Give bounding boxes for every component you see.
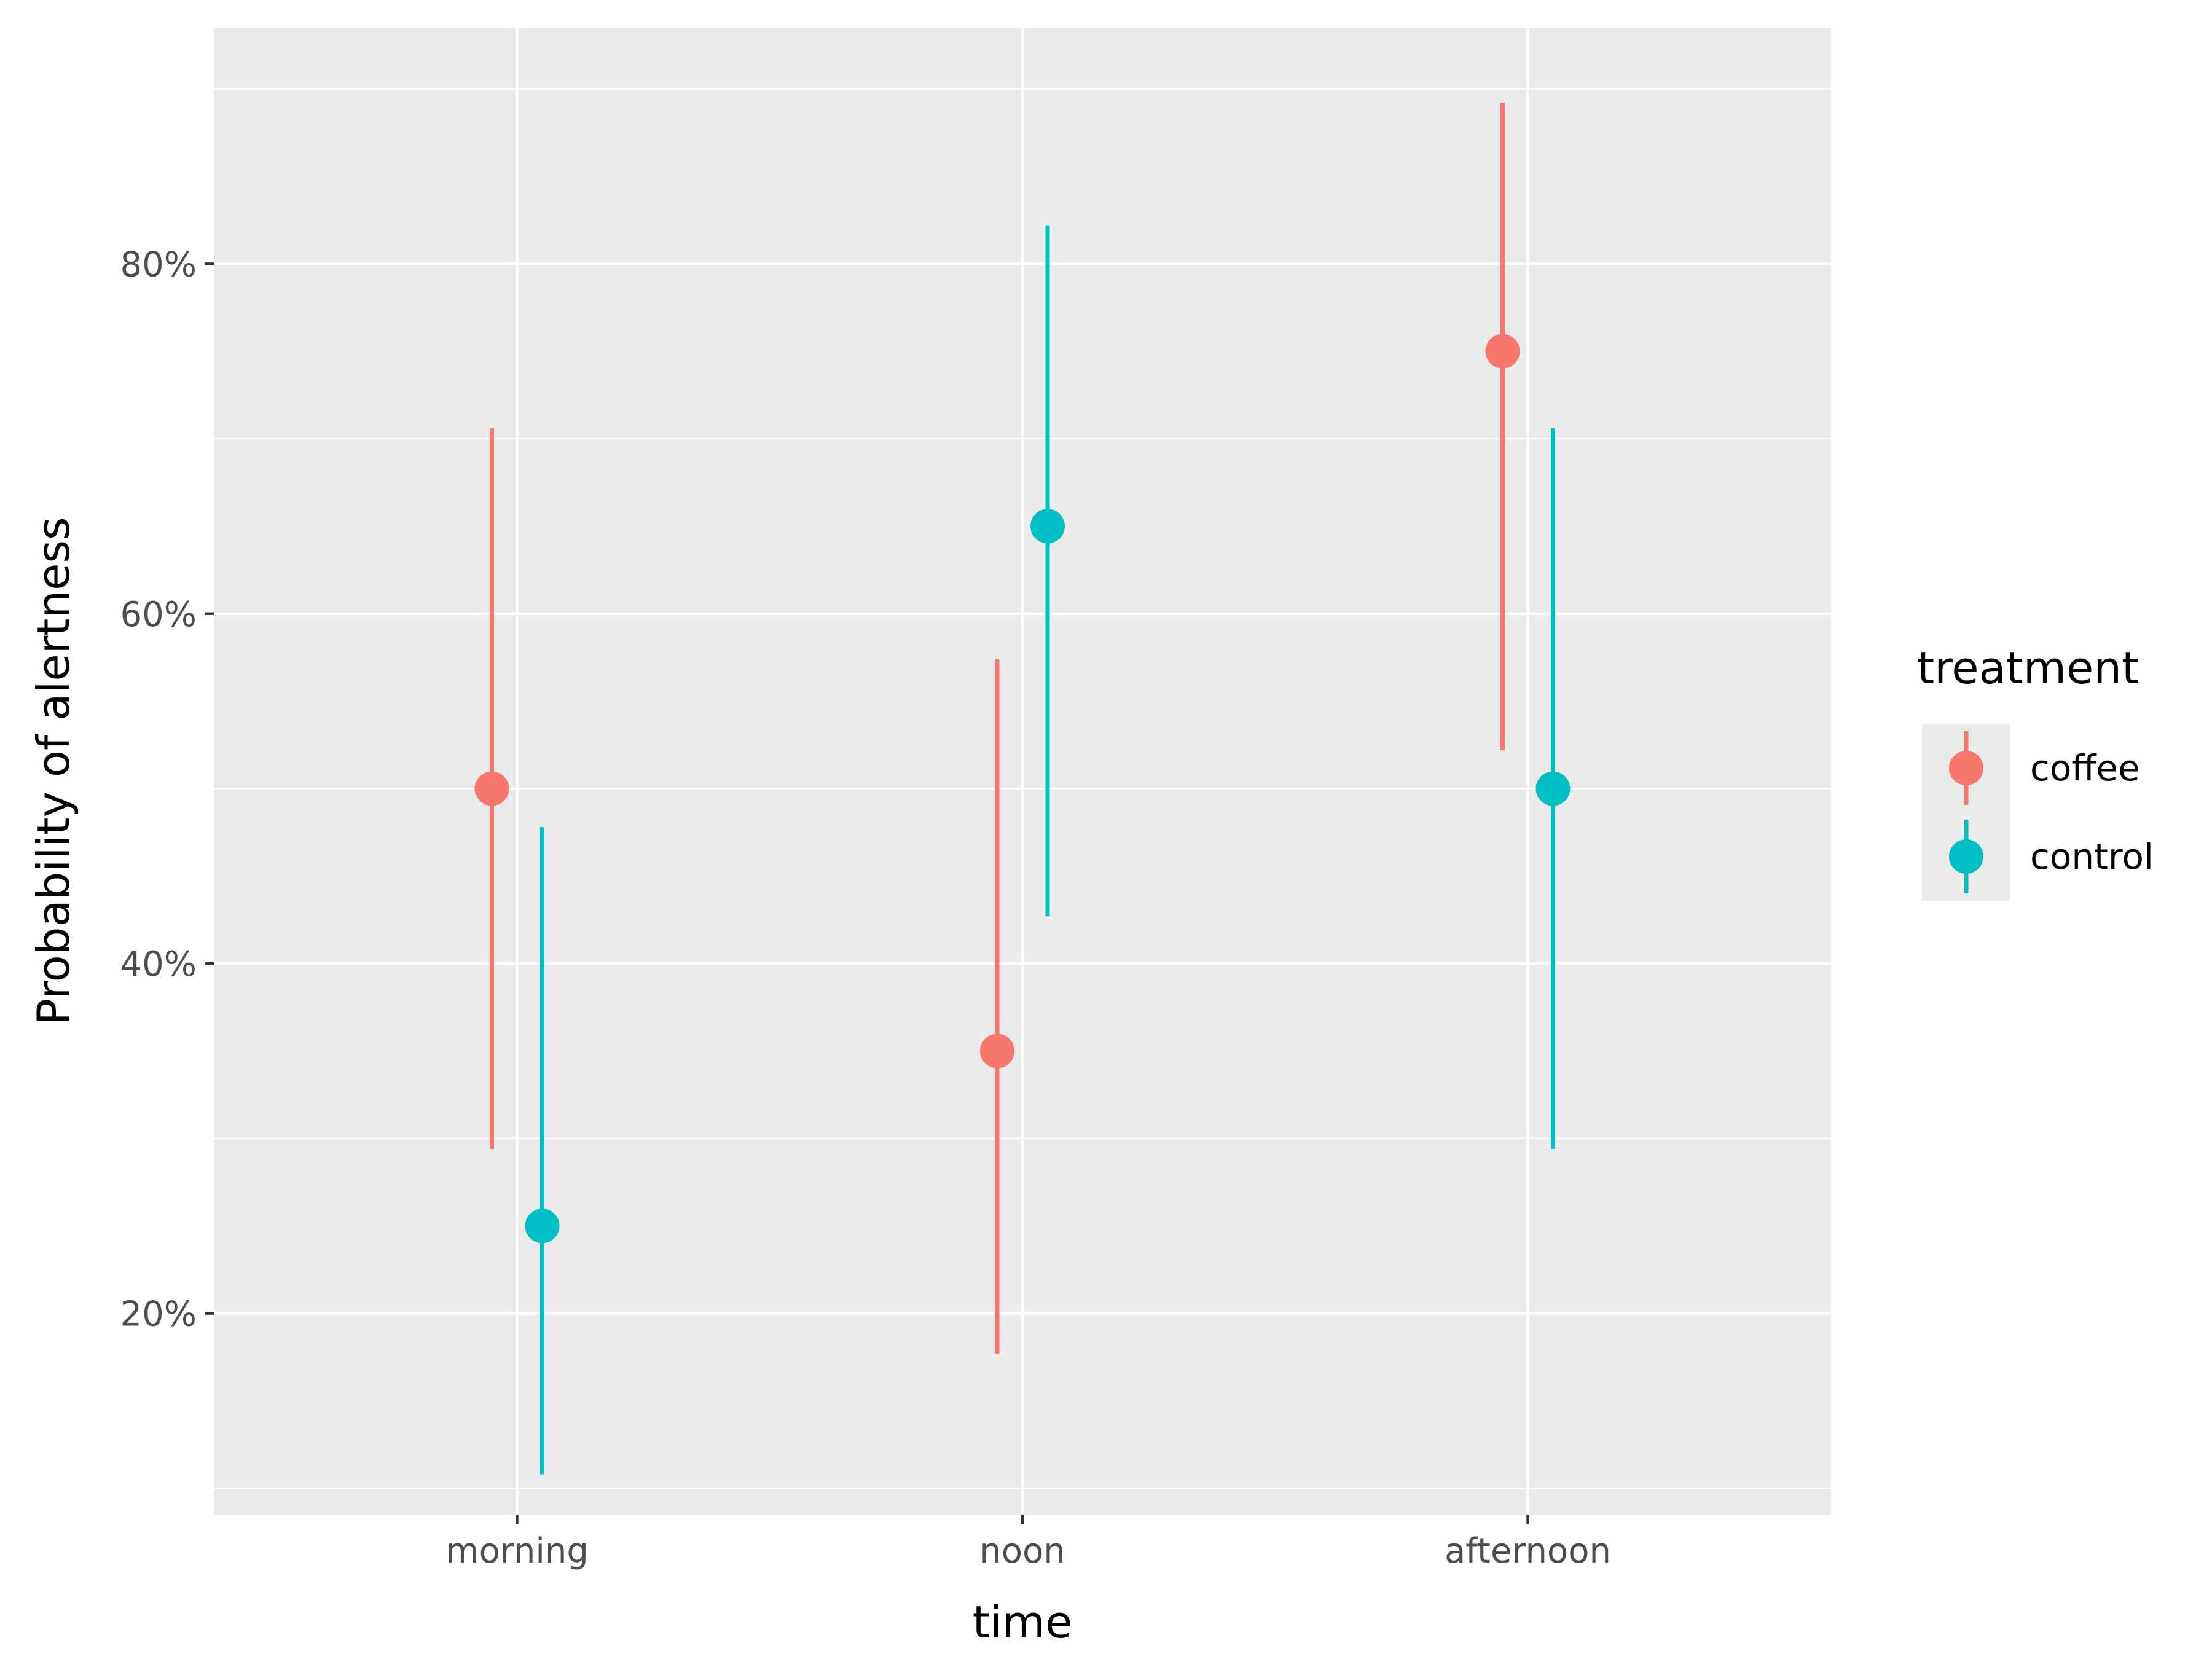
y-tick-label: 20% bbox=[120, 1295, 197, 1335]
legend-label-control: control bbox=[2030, 836, 2154, 877]
point-coffee bbox=[980, 1033, 1014, 1069]
y-tick-label: 80% bbox=[120, 245, 197, 284]
y-axis-title: Probability of alertness bbox=[28, 517, 79, 1026]
legend-key-point-coffee bbox=[1949, 751, 1983, 785]
axes: 20% 40% 60% 80% morning noon afternoon bbox=[120, 245, 1611, 1571]
point-control bbox=[525, 1209, 560, 1244]
y-tick-label: 40% bbox=[120, 944, 197, 984]
data-marks bbox=[474, 103, 1571, 1475]
legend-key-point-control bbox=[1949, 839, 1983, 874]
x-tick-label: afternoon bbox=[1445, 1531, 1611, 1571]
y-tick-label: 60% bbox=[120, 595, 197, 635]
point-control bbox=[1030, 509, 1065, 544]
x-tick-label: morning bbox=[445, 1531, 589, 1571]
point-coffee bbox=[474, 771, 509, 806]
point-coffee bbox=[1485, 334, 1520, 369]
legend-title: treatment bbox=[1917, 642, 2139, 694]
x-tick-label: noon bbox=[979, 1531, 1065, 1571]
legend-label-coffee: coffee bbox=[2030, 747, 2140, 789]
point-control bbox=[1535, 771, 1571, 806]
x-axis-title: time bbox=[973, 1596, 1073, 1648]
legend: treatment coffee control bbox=[1917, 642, 2154, 901]
